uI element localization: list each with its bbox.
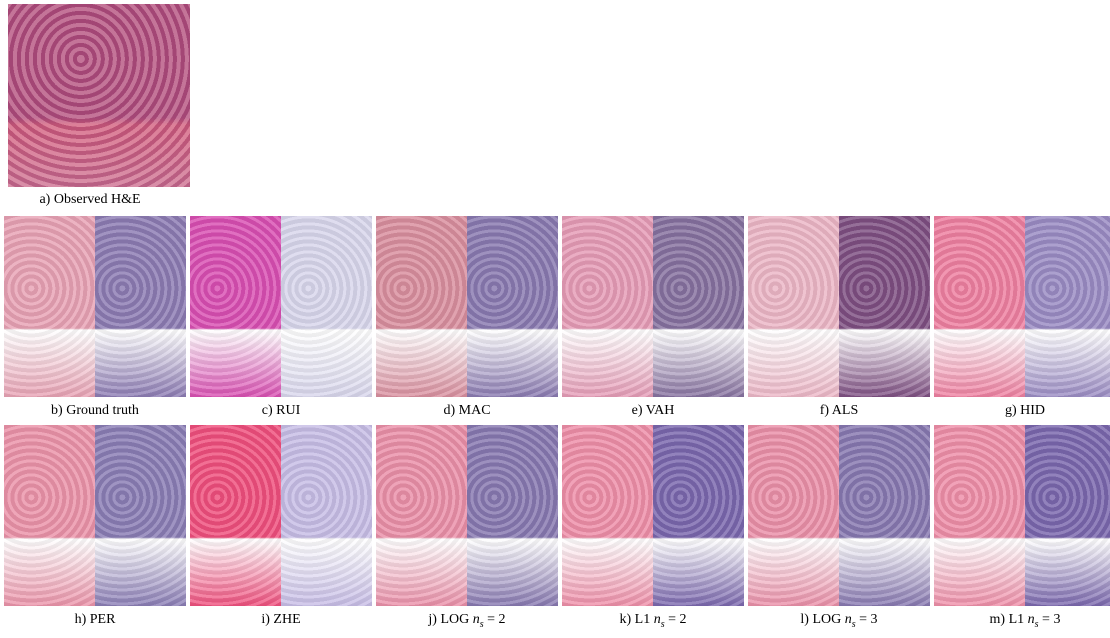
hematoxylin-image xyxy=(281,216,372,397)
hematoxylin-image xyxy=(1025,425,1110,606)
caption-label: f) ALS xyxy=(820,403,859,418)
caption: e) VAH xyxy=(562,403,744,419)
caption-label: i) ZHE xyxy=(261,612,300,627)
hematoxylin-image xyxy=(95,425,186,606)
relation: = 3 xyxy=(859,612,877,627)
hematoxylin-image xyxy=(653,216,744,397)
caption: m) L1 ns = 3 xyxy=(934,612,1110,630)
observed-image xyxy=(8,4,190,187)
hematoxylin-image xyxy=(95,216,186,397)
eosin-image xyxy=(4,425,95,606)
caption: a) Observed H&E xyxy=(0,192,180,208)
caption-label: c) RUI xyxy=(262,403,301,418)
hematoxylin-image xyxy=(281,425,372,606)
eosin-image xyxy=(376,425,467,606)
caption-label: m) L1 xyxy=(990,612,1025,627)
eosin-image xyxy=(934,425,1025,606)
subscript: s xyxy=(852,619,856,630)
symbol: n xyxy=(1028,612,1035,627)
caption-label: g) HID xyxy=(1005,403,1045,418)
caption-label: h) PER xyxy=(75,612,116,627)
stain-pair xyxy=(562,216,744,397)
caption: l) LOG ns = 3 xyxy=(748,612,930,630)
hematoxylin-image xyxy=(839,216,930,397)
eosin-image xyxy=(190,425,281,606)
stain-pair xyxy=(376,425,558,606)
symbol: n xyxy=(845,612,852,627)
relation: = 2 xyxy=(668,612,686,627)
caption-label: l) LOG xyxy=(800,612,841,627)
symbol: n xyxy=(654,612,661,627)
stain-pair xyxy=(190,425,372,606)
stain-pair xyxy=(934,216,1110,397)
figure: a) Observed H&E b) Ground truth c) RUI d) … xyxy=(0,0,1110,638)
subscript: s xyxy=(480,619,484,630)
eosin-image xyxy=(562,425,653,606)
stain-pair xyxy=(376,216,558,397)
caption: d) MAC xyxy=(376,403,558,419)
eosin-image xyxy=(190,216,281,397)
stain-pair xyxy=(748,425,930,606)
stain-pair xyxy=(4,425,186,606)
caption: h) PER xyxy=(4,612,186,628)
symbol: n xyxy=(473,612,480,627)
caption-label: k) L1 xyxy=(619,612,650,627)
caption: g) HID xyxy=(934,403,1110,419)
subscript: s xyxy=(661,619,665,630)
eosin-image xyxy=(748,216,839,397)
stain-pair xyxy=(934,425,1110,606)
caption-label: j) LOG xyxy=(428,612,469,627)
caption: f) ALS xyxy=(748,403,930,419)
caption: k) L1 ns = 2 xyxy=(562,612,744,630)
caption: c) RUI xyxy=(190,403,372,419)
caption: i) ZHE xyxy=(190,612,372,628)
hematoxylin-image xyxy=(1025,216,1110,397)
hematoxylin-image xyxy=(467,216,558,397)
eosin-image xyxy=(748,425,839,606)
relation: = 2 xyxy=(487,612,505,627)
eosin-image xyxy=(562,216,653,397)
eosin-image xyxy=(4,216,95,397)
hematoxylin-image xyxy=(467,425,558,606)
eosin-image xyxy=(934,216,1025,397)
relation: = 3 xyxy=(1042,612,1060,627)
stain-pair xyxy=(748,216,930,397)
caption-label: e) VAH xyxy=(632,403,675,418)
caption: b) Ground truth xyxy=(4,403,186,419)
caption: j) LOG ns = 2 xyxy=(376,612,558,630)
caption-label: d) MAC xyxy=(443,403,490,418)
subscript: s xyxy=(1035,619,1039,630)
eosin-image xyxy=(376,216,467,397)
stain-pair xyxy=(562,425,744,606)
hematoxylin-image xyxy=(839,425,930,606)
stain-pair xyxy=(190,216,372,397)
stain-pair xyxy=(4,216,186,397)
hematoxylin-image xyxy=(653,425,744,606)
caption-label: b) Ground truth xyxy=(51,403,139,418)
